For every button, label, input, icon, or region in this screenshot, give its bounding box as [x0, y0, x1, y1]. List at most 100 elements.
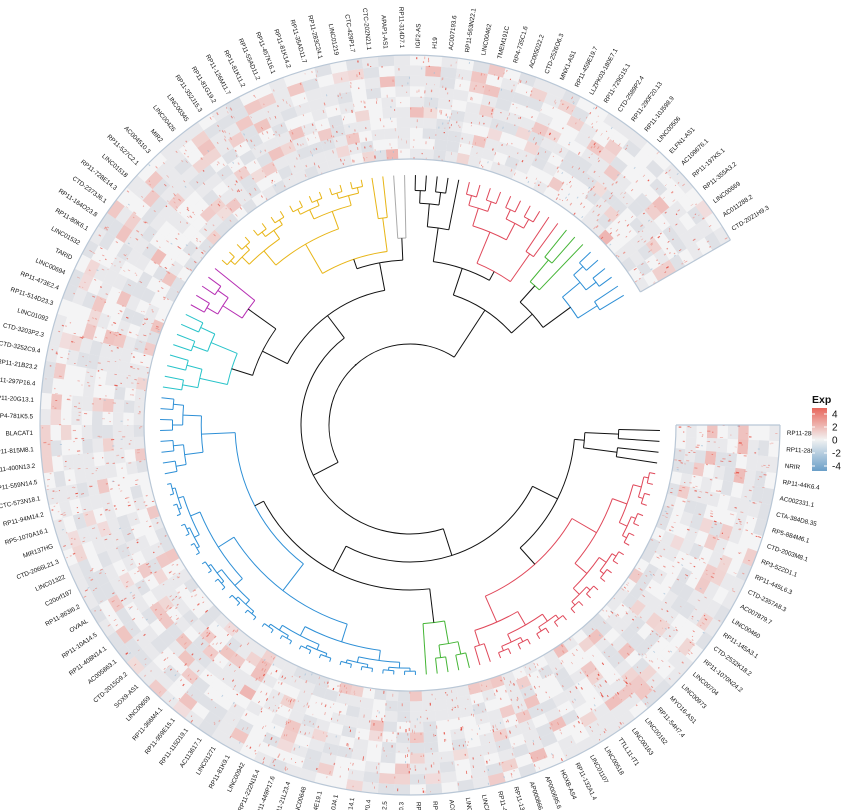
dendrogram-branch — [278, 625, 283, 631]
heatmap-tile — [519, 150, 536, 166]
heatmap-tile — [717, 493, 731, 510]
dendrogram-branch — [523, 219, 530, 229]
heatmap-cell — [148, 303, 151, 306]
heatmap-cell — [509, 680, 512, 684]
heatmap-tile — [605, 611, 622, 628]
heatmap-tile — [181, 667, 199, 685]
heatmap-tile — [250, 666, 267, 683]
heatmap-tile — [86, 480, 100, 497]
heatmap-tile — [160, 185, 178, 204]
heatmap-cell — [561, 171, 564, 175]
heatmap-tile — [576, 736, 595, 754]
heatmap-tile — [610, 198, 628, 215]
heatmap-tile — [91, 537, 107, 555]
heatmap-cell — [595, 129, 599, 133]
heatmap-cell — [668, 169, 671, 172]
heatmap-cell — [250, 116, 252, 119]
heatmap-cell — [324, 141, 326, 144]
heatmap-cell — [530, 90, 533, 93]
heatmap-tile — [542, 161, 559, 177]
heatmap-tile — [459, 705, 475, 718]
heatmap-tile — [253, 716, 272, 733]
heatmap-cell — [179, 221, 182, 223]
heatmap-tile — [102, 504, 117, 521]
heatmap-cell — [211, 698, 213, 701]
heatmap-cell — [91, 527, 96, 530]
heatmap-tile — [131, 550, 147, 568]
heatmap-cell — [684, 577, 687, 579]
heatmap-tile — [371, 128, 385, 141]
gene-label: RP11-288L9.4 — [786, 446, 827, 456]
heatmap-tile — [329, 60, 348, 74]
heatmap-cell — [117, 313, 120, 315]
heatmap-tile — [364, 760, 381, 773]
heatmap-tile — [531, 679, 548, 695]
dendrogram-branch — [214, 578, 219, 582]
heatmap-tile — [629, 583, 645, 600]
heatmap-tile — [743, 515, 758, 534]
dendrogram-branch — [185, 533, 190, 537]
dendrogram-branch — [338, 192, 359, 199]
dendrogram-branch — [622, 535, 627, 539]
heatmap-cell — [174, 674, 177, 677]
heatmap-tile — [227, 131, 246, 149]
heatmap-tile — [592, 155, 610, 173]
heatmap-cell — [695, 203, 698, 206]
heatmap-cell — [694, 467, 698, 469]
heatmap-cell — [635, 704, 638, 707]
heatmap-cell — [668, 228, 671, 230]
heatmap-cell — [209, 117, 212, 120]
heatmap-cell — [158, 691, 162, 694]
heatmap-tile — [616, 121, 636, 140]
gene-label: LINC00648 — [292, 786, 308, 810]
heatmap-cell — [615, 254, 618, 257]
heatmap-tile — [525, 738, 544, 754]
heatmap-cell — [648, 659, 651, 662]
heatmap-cell — [650, 242, 653, 245]
heatmap-cell — [665, 266, 669, 269]
heatmap-cell — [739, 551, 742, 554]
heatmap-cell — [525, 154, 528, 157]
heatmap-tile — [410, 127, 423, 139]
heatmap-cell — [340, 690, 342, 694]
dendrogram-branch — [184, 523, 190, 535]
heatmap-tile — [280, 728, 298, 744]
heatmap-cell — [609, 220, 611, 222]
heatmap-tile — [723, 540, 739, 559]
heatmap-tile — [649, 653, 668, 672]
heatmap-tile — [301, 77, 320, 92]
heatmap-tile — [107, 237, 125, 256]
heatmap-tile — [50, 440, 63, 457]
heatmap-cell — [622, 689, 625, 692]
heatmap-cell — [352, 159, 354, 163]
heatmap-tile — [335, 145, 351, 159]
heatmap-tile — [603, 112, 623, 131]
heatmap-tile — [508, 101, 526, 117]
heatmap-tile — [695, 594, 713, 613]
dendrogram-branch — [505, 195, 512, 208]
dendrogram-branch — [204, 561, 212, 571]
heatmap-cell — [163, 667, 166, 670]
heatmap-tile — [563, 149, 581, 166]
heatmap-tile — [553, 725, 572, 742]
heatmap-tile — [529, 87, 548, 103]
heatmap-tile — [535, 688, 553, 704]
heatmap-cell — [591, 126, 594, 128]
heatmap-cell — [320, 702, 323, 705]
dendrogram-branch — [345, 659, 348, 663]
heatmap-tile — [62, 379, 75, 396]
heatmap-cell — [634, 280, 638, 283]
dendrogram-branch — [426, 203, 430, 227]
heatmap-cell — [712, 572, 715, 575]
dendrogram-branch — [505, 207, 516, 213]
heatmap-cell — [691, 639, 694, 642]
heatmap-cell — [270, 181, 273, 184]
heatmap-cell — [704, 618, 708, 621]
heatmap-cell — [739, 523, 742, 525]
heatmap-tile — [764, 471, 777, 490]
heatmap-cell — [561, 188, 563, 191]
heatmap-cell — [506, 117, 509, 120]
heatmap-cell — [710, 512, 714, 515]
gene-label: RP11-314D7.1 — [397, 7, 405, 49]
dendrogram-branch — [505, 223, 516, 241]
